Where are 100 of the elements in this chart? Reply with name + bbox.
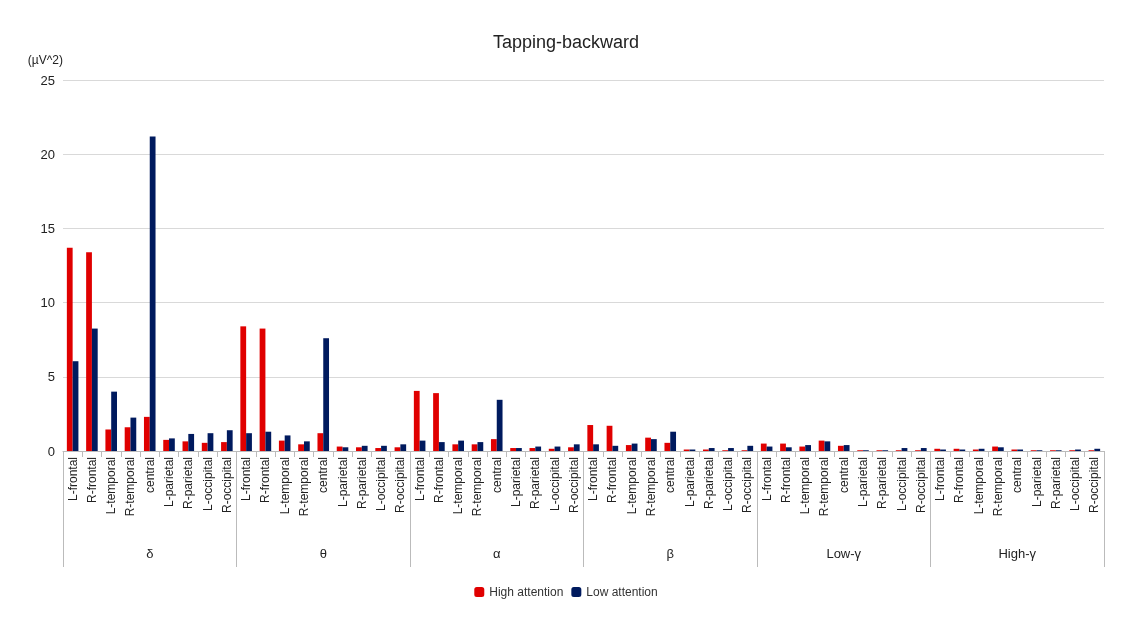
x-tick-label: R-frontal (952, 457, 967, 504)
bar (708, 448, 715, 451)
bar (458, 440, 464, 451)
bar (298, 444, 304, 451)
bar (278, 440, 285, 451)
x-tick-label: R-temporal (296, 457, 311, 517)
x-tick-label: L-temporal (104, 457, 119, 515)
bar (799, 446, 806, 451)
bar (471, 444, 478, 451)
x-tick-label: L-occipital (721, 457, 736, 512)
bar (934, 448, 941, 451)
x-tick-label: R-occipital (740, 457, 755, 514)
bar (490, 439, 497, 451)
x-tick-label: L-frontal (65, 457, 80, 502)
bar (516, 448, 522, 451)
text: δ (146, 546, 154, 561)
bar (587, 425, 594, 451)
bar (548, 448, 555, 451)
bar (452, 444, 459, 451)
x-tick-label: L-frontal (933, 457, 948, 502)
x-tick-label: R-parietal (701, 457, 716, 510)
x-tick-label: L-parietal (1029, 457, 1044, 508)
x-tick-label: L-parietal (682, 457, 697, 508)
bar (105, 429, 112, 451)
x-tick-label: R-frontal (605, 457, 620, 504)
bar (86, 252, 92, 451)
x-tick-label: R-parietal (354, 457, 369, 510)
x-tick-label: R-parietal (181, 457, 196, 510)
bar (438, 442, 445, 451)
x-tick-label: L-occipital (894, 457, 909, 512)
x-tick-label: R-temporal (470, 457, 485, 517)
x-tick-label: central (142, 457, 157, 494)
bar (747, 445, 754, 451)
x-tick-label: central (489, 457, 504, 494)
x-tick-label: L-occipital (1068, 457, 1083, 512)
x-tick-label: R-parietal (1048, 457, 1063, 510)
bar (413, 390, 420, 451)
bar (780, 443, 786, 451)
bar (573, 444, 580, 451)
chart-title: Tapping-backward (492, 32, 640, 52)
x-tick-label: R-occipital (393, 457, 408, 514)
x-tick-label: L-temporal (971, 457, 986, 515)
bar (342, 447, 349, 451)
bar (188, 433, 195, 451)
bar (375, 448, 382, 451)
x-tick-label: L-frontal (412, 457, 427, 502)
bar (477, 442, 484, 451)
x-tick-label: R-frontal (778, 457, 793, 504)
bar (163, 439, 170, 451)
bar (843, 445, 850, 451)
x-tick-label: L-frontal (759, 457, 774, 502)
x-tick-label: L-temporal (451, 457, 466, 515)
x-tick-label: L-parietal (335, 457, 350, 508)
bar (510, 448, 517, 451)
bar (785, 447, 792, 451)
bar (670, 431, 677, 451)
legend-label: High attention (489, 585, 564, 599)
y-tick-label: 20 (40, 146, 55, 162)
bar (240, 326, 247, 451)
bar (149, 136, 156, 451)
bar (400, 444, 407, 451)
bar (920, 448, 927, 451)
x-tick-label: L-temporal (277, 457, 292, 515)
bar (568, 447, 574, 451)
x-tick-label: R-parietal (875, 457, 890, 510)
x-tick-label: R-temporal (123, 457, 138, 517)
bar (91, 328, 98, 451)
x-tick-label: R-frontal (431, 457, 446, 504)
text: High-γ (998, 546, 1037, 561)
text: β (666, 546, 674, 561)
bar (381, 445, 387, 451)
text: Low-γ (826, 546, 862, 561)
x-tick-label: L-occipital (374, 457, 389, 512)
bar (496, 399, 503, 451)
y-tick-label: 5 (47, 369, 55, 385)
y-tick-label: 10 (40, 295, 55, 311)
bar (593, 444, 599, 451)
bar (612, 445, 619, 451)
bar (805, 445, 811, 451)
x-tick-label: L-parietal (162, 457, 177, 508)
bar (356, 447, 362, 451)
x-tick-label: L-parietal (856, 457, 871, 508)
x-tick-label: R-occipital (566, 457, 581, 514)
bar (201, 442, 208, 451)
y-tick-label: 15 (40, 220, 55, 236)
bar (246, 433, 252, 451)
x-tick-label: L-frontal (239, 457, 254, 502)
bar (535, 446, 542, 451)
bar (226, 430, 233, 451)
x-tick-label: L-frontal (586, 457, 601, 502)
x-tick-label: R-occipital (1087, 457, 1102, 514)
bar (323, 338, 330, 451)
x-tick-label: L-parietal (509, 457, 524, 508)
x-tick-label: L-occipital (547, 457, 562, 512)
x-tick-label: R-occipital (219, 457, 234, 514)
bar (317, 433, 324, 451)
bar (361, 445, 368, 451)
bar (824, 441, 831, 451)
bar (664, 442, 671, 451)
bar (221, 442, 227, 451)
